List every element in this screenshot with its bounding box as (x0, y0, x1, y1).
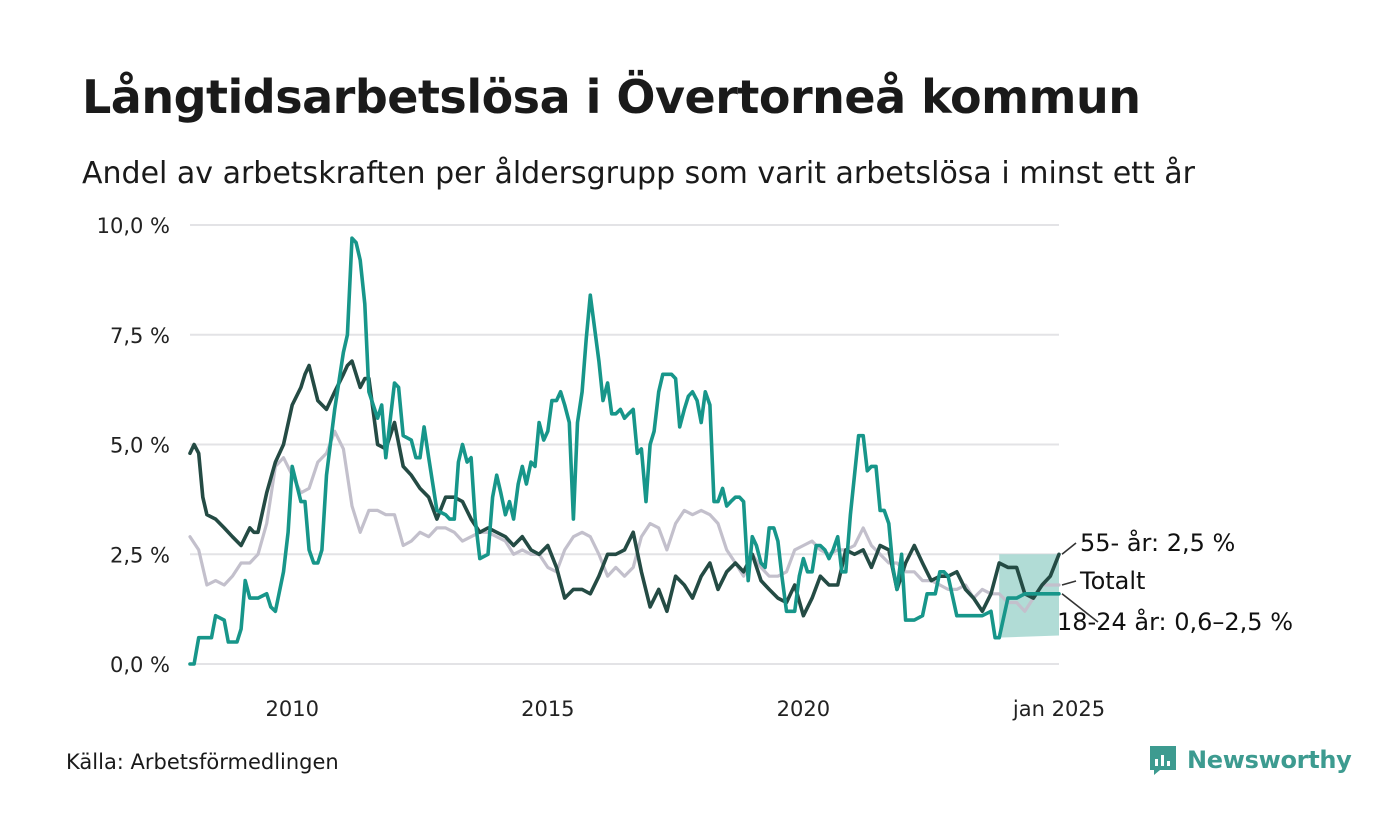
end-label-senior: 55- år: 2,5 % (1080, 528, 1235, 557)
x-tick-label: 2020 (777, 697, 830, 721)
series-line-senior (188, 359, 1061, 618)
y-tick-label: 2,5 % (110, 543, 170, 567)
leader-line (1061, 542, 1077, 555)
series-lines (188, 236, 1061, 666)
newsworthy-logo-icon (1150, 746, 1176, 775)
leader-line (1061, 580, 1077, 586)
y-tick-label: 10,0 % (97, 214, 170, 238)
y-axis-ticks: 0,0 % 2,5 % 5,0 % 7,5 % 10,0 % (97, 214, 170, 677)
y-tick-label: 5,0 % (110, 434, 170, 458)
leader-line (1061, 593, 1099, 623)
x-tick-label: 2015 (521, 697, 574, 721)
brand-logo[interactable]: Newsworthy (1148, 744, 1352, 776)
y-tick-label: 0,0 % (110, 653, 170, 677)
end-label-total: Totalt (1079, 567, 1145, 595)
series-line-total (188, 429, 1061, 613)
source-note: Källa: Arbetsförmedlingen (66, 750, 339, 774)
brand-name: Newsworthy (1187, 746, 1352, 774)
y-tick-label: 7,5 % (110, 324, 170, 348)
end-labels: 55- år: 2,5 % Totalt 18-24 år: 0,6–2,5 % (1057, 528, 1293, 636)
series-line-youth (188, 236, 1061, 666)
x-tick-label: 2010 (266, 697, 319, 721)
chart-subtitle: Andel av arbetskraften per åldersgrupp s… (82, 156, 1195, 191)
gridlines (190, 224, 1059, 665)
chart-title: Långtidsarbetslösa i Övertorneå kommun (82, 70, 1141, 124)
x-axis-ticks: 2010 2015 2020 jan 2025 (266, 697, 1106, 721)
end-label-youth: 18-24 år: 0,6–2,5 % (1057, 607, 1293, 636)
x-tick-label: jan 2025 (1012, 697, 1105, 721)
